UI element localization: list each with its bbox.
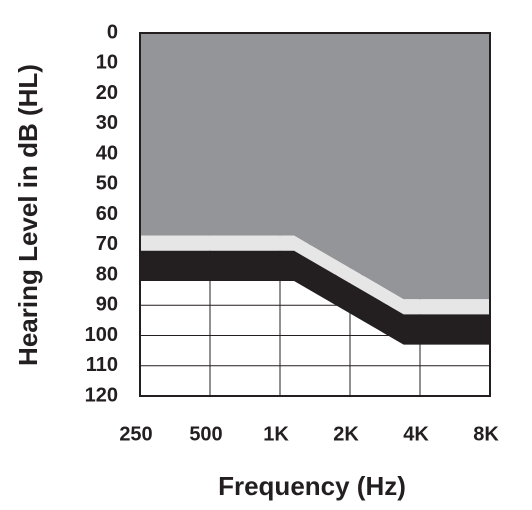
y-tick-label: 90 — [96, 294, 118, 316]
y-tick-label: 50 — [96, 173, 118, 195]
y-tick-label: 100 — [85, 324, 118, 346]
area-band — [140, 33, 490, 300]
area-band — [140, 250, 490, 345]
y-tick-label: 30 — [96, 112, 118, 134]
x-tick-label: 8K — [473, 423, 499, 445]
y-axis-label: Hearing Level in dB (HL) — [13, 64, 43, 366]
plot-border — [139, 32, 491, 397]
x-tick-label: 1K — [263, 423, 289, 445]
x-tick-label: 250 — [119, 423, 152, 445]
y-tick-label: 10 — [96, 52, 118, 74]
y-tick-label: 110 — [86, 354, 118, 376]
y-tick-label: 60 — [96, 203, 118, 225]
y-tick-label: 20 — [96, 82, 118, 104]
x-tick-label: 4K — [403, 423, 429, 445]
y-tick-label: 80 — [96, 263, 118, 285]
x-axis-label: Frequency (Hz) — [218, 471, 406, 501]
plot-area — [139, 32, 491, 397]
area-band — [140, 235, 490, 315]
y-tick-label: 40 — [96, 142, 118, 164]
y-tick-label: 120 — [85, 384, 118, 406]
y-tick-label: 70 — [96, 233, 118, 255]
x-tick-label: 2K — [333, 423, 359, 445]
x-tick-label: 500 — [189, 423, 222, 445]
y-tick-label: 0 — [107, 21, 118, 43]
